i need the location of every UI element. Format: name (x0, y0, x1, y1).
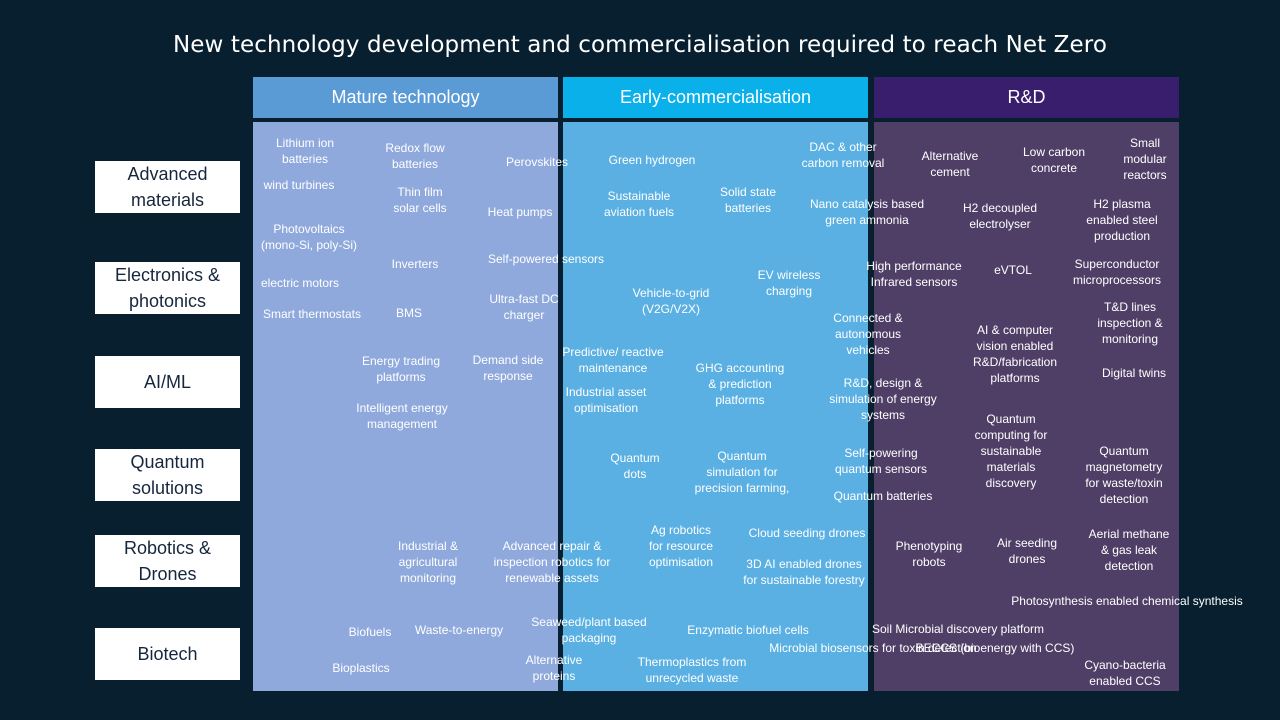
tech-item-bms: BMS (395, 306, 423, 320)
tech-item-digital-twins: Digital twins (1101, 366, 1167, 380)
tech-item-heat-pumps: Heat pumps (487, 205, 553, 219)
tech-item-connected-autonomous-vehicles: Connected & autonomous vehicles (833, 311, 903, 357)
tech-item-aerial-methane-gas-leak-detection: Aerial methane & gas leak detection (1088, 527, 1170, 573)
tech-item-cloud-seeding-drones: Cloud seeding drones (748, 526, 866, 540)
tech-item-quantum-dots: Quantum dots (610, 451, 660, 481)
tech-item-perovskites: Perovskites (505, 155, 569, 169)
tech-item-inverters: Inverters (391, 257, 439, 271)
tech-item-redox-flow-batteries: Redox flow batteries (385, 141, 445, 171)
tech-item-superconductor-microprocessors: Superconductor microprocessors (1072, 257, 1162, 287)
tech-item-industrial-asset-optimisation: Industrial asset optimisation (565, 385, 647, 415)
early-commercialisation-header: Early-commercialisation (563, 77, 868, 118)
early-commercialisation-panel (563, 122, 868, 691)
row-label-biotech: Biotech (95, 628, 240, 680)
tech-item-quantum-magnetometry-for-waste-toxin-detection: Quantum magnetometry for waste/toxin detect… (1085, 444, 1163, 506)
tech-item-photosynthesis-enabled-chemical-synthesis: Photosynthesis enabled chemical synthesi… (1011, 594, 1243, 608)
tech-item-alternative-cement: Alternative cement (921, 149, 979, 179)
tech-item-solid-state-batteries: Solid state batteries (719, 185, 777, 215)
tech-item-wind-turbines: wind turbines (263, 178, 335, 192)
tech-item-advanced-repair-inspection-robotics-for-renewable-assets: Advanced repair & inspection robotics for… (493, 539, 611, 585)
tech-item-seaweed-plant-based-packaging: Seaweed/plant based packaging (531, 615, 647, 645)
tech-item-energy-trading-platforms: Energy trading platforms (361, 354, 441, 384)
mature-technology-panel (253, 122, 558, 691)
tech-item-h2-decoupled-electrolyser: H2 decoupled electrolyser (962, 201, 1038, 231)
tech-item-ghg-accounting-prediction-platforms: GHG accounting & prediction platforms (695, 361, 785, 407)
tech-item-ultra-fast-dc-charger: Ultra-fast DC charger (489, 292, 559, 322)
tech-item-t-d-lines-inspection-monitoring: T&D lines inspection & monitoring (1097, 300, 1163, 346)
tech-item-sustainable-aviation-fuels: Sustainable aviation fuels (603, 189, 675, 219)
tech-item-self-powered-sensors: Self-powered sensors (487, 252, 605, 266)
row-label-ai-ml: AI/ML (95, 356, 240, 408)
tech-item-smart-thermostats: Smart thermostats (262, 307, 362, 321)
tech-item-nano-catalysis-based-green-ammonia: Nano catalysis based green ammonia (809, 197, 925, 227)
mature-technology-header: Mature technology (253, 77, 558, 118)
tech-item-3d-ai-enabled-drones-for-sustainable-forestry: 3D AI enabled drones for sustainable fore… (743, 557, 865, 587)
tech-item-thin-film-solar-cells: Thin film solar cells (393, 185, 447, 215)
tech-item-soil-microbial-discovery-platform: Soil Microbial discovery platform (871, 622, 1045, 636)
tech-item-ai-computer-vision-enabled-r-d-fabrication-platforms: AI & computer vision enabled R&D/fabricati… (972, 323, 1058, 385)
tech-item-ag-robotics-for-resource-optimisation: Ag robotics for resource optimisation (648, 523, 714, 569)
tech-item-intelligent-energy-management: Intelligent energy management (356, 401, 448, 431)
tech-item-small-modular-reactors: Small modular reactors (1123, 136, 1167, 182)
row-label-robotics-drones: Robotics & Drones (95, 535, 240, 587)
tech-item-thermoplastics-from-unrecycled-waste: Thermoplastics from unrecycled waste (637, 655, 747, 685)
tech-item-self-powering-quantum-sensors: Self-powering quantum sensors (834, 446, 928, 476)
tech-item-electric-motors: electric motors (260, 276, 340, 290)
tech-item-alternative-proteins: Alternative proteins (525, 653, 583, 683)
tech-item-ev-wireless-charging: EV wireless charging (757, 268, 821, 298)
rd-header: R&D (874, 77, 1179, 118)
tech-item-enzymatic-biofuel-cells: Enzymatic biofuel cells (687, 623, 809, 637)
tech-item-quantum-simulation-for-precision-farming: Quantum simulation for precision farming, (694, 449, 790, 495)
tech-item-evtol: eVTOL (994, 263, 1032, 277)
tech-item-air-seeding-drones: Air seeding drones (996, 536, 1058, 566)
tech-item-quantum-computing-for-sustainable-materials-discovery: Quantum computing for sustainable materials… (974, 412, 1048, 490)
tech-item-quantum-batteries: Quantum batteries (833, 489, 933, 503)
tech-item-beccs-bioenergy-with-ccs: BECCS (bioenergy with CCS) (915, 641, 1075, 655)
rd-panel (874, 122, 1179, 691)
tech-item-lithium-ion-batteries: Lithium ion batteries (275, 136, 335, 166)
tech-item-bioplastics: Bioplastics (332, 661, 390, 675)
tech-item-vehicle-to-grid-v2g-v2x: Vehicle-to-grid (V2G/V2X) (632, 286, 710, 316)
tech-item-photovoltaics-mono-si-poly-si: Photovoltaics (mono-Si, poly-Si) (260, 222, 358, 252)
tech-item-high-performance-infrared-sensors: High performance Infrared sensors (866, 259, 962, 289)
tech-item-demand-side-response: Demand side response (472, 353, 544, 383)
tech-item-green-hydrogen: Green hydrogen (608, 153, 696, 167)
tech-item-predictive-reactive-maintenance: Predictive/ reactive maintenance (562, 345, 664, 375)
tech-item-r-d-design-simulation-of-energy-systems: R&D, design & simulation of energy systems (829, 376, 937, 422)
row-label-quantum-solutions: Quantum solutions (95, 449, 240, 501)
tech-item-phenotyping-robots: Phenotyping robots (895, 539, 963, 569)
tech-item-industrial-agricultural-monitoring: Industrial & agricultural monitoring (397, 539, 459, 585)
row-label-advanced-materials: Advanced materials (95, 161, 240, 213)
tech-item-cyano-bacteria-enabled-ccs: Cyano-bacteria enabled CCS (1084, 658, 1166, 688)
tech-item-microbial-biosensors-for-toxin-detection: Microbial biosensors for toxin detection (769, 641, 977, 655)
tech-item-dac-other-carbon-removal: DAC & other carbon removal (801, 140, 885, 170)
tech-item-h2-plasma-enabled-steel-production: H2 plasma enabled steel production (1086, 197, 1158, 243)
tech-item-biofuels: Biofuels (348, 625, 392, 639)
slide-title: New technology development and commercia… (172, 32, 1108, 58)
tech-item-low-carbon-concrete: Low carbon concrete (1022, 145, 1086, 175)
row-label-electronics-photonics: Electronics & photonics (95, 262, 240, 314)
tech-item-waste-to-energy: Waste-to-energy (414, 623, 504, 637)
